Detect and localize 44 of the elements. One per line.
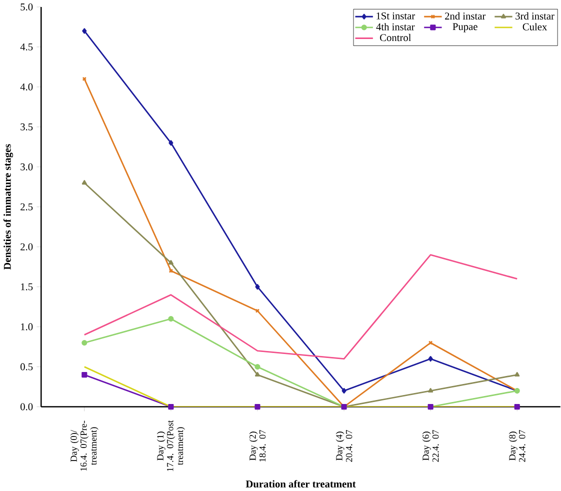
x-tick-label: Day (2) 18.4. 07 bbox=[249, 430, 266, 462]
point bbox=[428, 356, 433, 362]
point bbox=[82, 28, 87, 34]
point bbox=[82, 180, 87, 185]
legend-label: 2nd instar bbox=[445, 12, 486, 20]
y-tick-label: 1.5 bbox=[21, 283, 33, 290]
point bbox=[82, 340, 88, 346]
point bbox=[254, 364, 260, 370]
legend-label: 3rd instar bbox=[516, 12, 554, 20]
point bbox=[254, 404, 260, 410]
y-axis-title: Densities of immature stages bbox=[3, 144, 14, 270]
legend-label: Pupae bbox=[452, 23, 478, 32]
x-tick-label: Day (6) 22.4. 07 bbox=[422, 430, 439, 462]
point bbox=[254, 372, 260, 377]
point bbox=[168, 140, 174, 146]
y-tick-label: 5.0 bbox=[20, 3, 33, 10]
y-tick-label: 2.0 bbox=[20, 243, 33, 250]
point bbox=[168, 260, 174, 265]
x-axis-title: Duration after treatment bbox=[246, 480, 356, 488]
x-tick-label: Day (4) 20.4. 07 bbox=[336, 430, 352, 462]
x-tick-label: Day (8) 24.4. 07 bbox=[508, 430, 526, 462]
legend-label: Control bbox=[380, 34, 412, 42]
point bbox=[342, 388, 346, 394]
point bbox=[514, 372, 520, 377]
y-tick-label: 0.5 bbox=[20, 363, 33, 370]
y-tick-label: 3.0 bbox=[20, 163, 33, 170]
y-tick-label: 0.0 bbox=[20, 403, 33, 410]
point bbox=[82, 372, 88, 378]
point bbox=[428, 388, 434, 393]
line-series bbox=[84, 254, 518, 360]
legend-label: 4th instar bbox=[376, 23, 415, 30]
point bbox=[255, 284, 260, 290]
y-tick-label: 4.5 bbox=[20, 43, 33, 50]
legend-label: Culex bbox=[522, 23, 548, 30]
point bbox=[168, 316, 174, 322]
y-tick-label: 4.0 bbox=[20, 83, 33, 90]
point bbox=[514, 404, 520, 410]
y-tick-label: 3.5 bbox=[20, 123, 33, 130]
x-tick-label: Day (1) 17.4. 07(Post treatment) bbox=[156, 420, 185, 472]
x-tick-label: Day (0)/ 16.4. 07(Pre-treatment) bbox=[70, 420, 98, 471]
legend-label: 1St instar bbox=[376, 12, 416, 20]
point bbox=[168, 404, 174, 410]
y-tick-label: 1.0 bbox=[21, 323, 33, 330]
y-tick-label: 2.5 bbox=[20, 203, 33, 210]
